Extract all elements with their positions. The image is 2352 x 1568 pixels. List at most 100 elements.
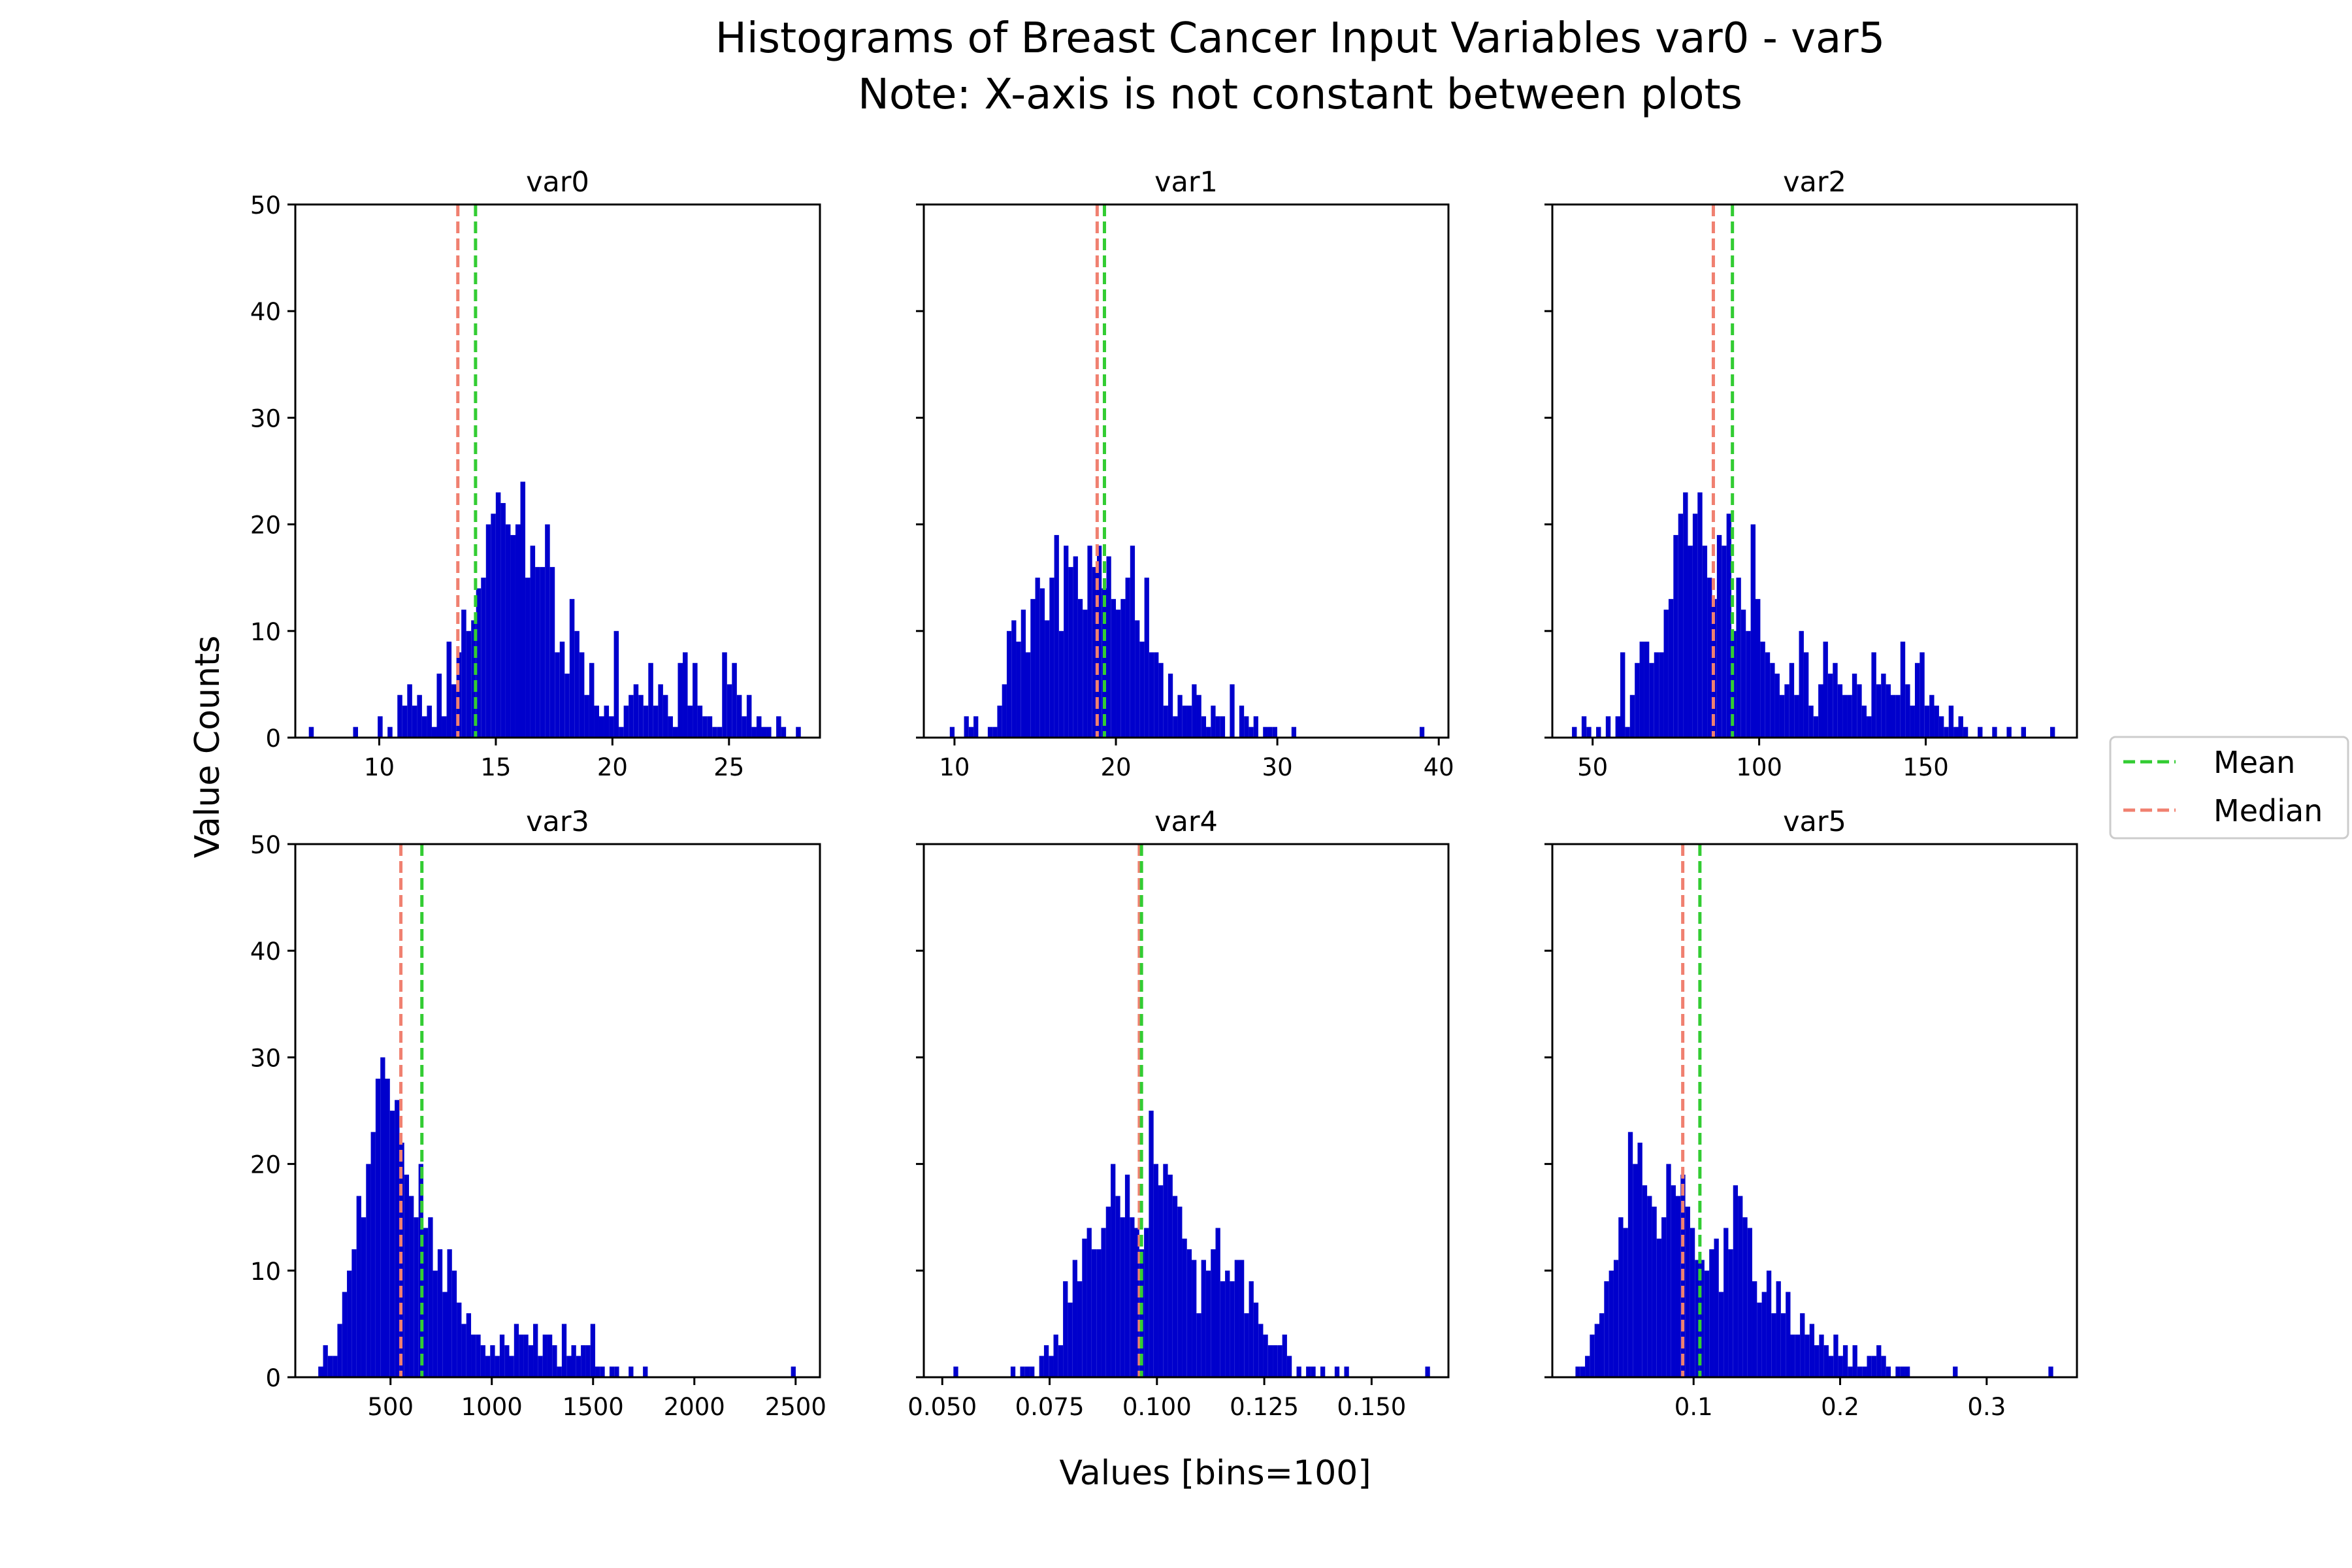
histogram-bar xyxy=(1900,642,1906,738)
histogram-bar xyxy=(1087,546,1092,738)
histogram-bar xyxy=(756,716,762,738)
histogram-bar xyxy=(1726,514,1732,738)
histogram-bar xyxy=(1263,727,1268,738)
histogram-bar xyxy=(638,694,644,738)
histogram-bar xyxy=(1002,684,1007,738)
histogram-bar xyxy=(318,1366,323,1377)
histogram-bar xyxy=(1833,662,1838,738)
histogram-bars xyxy=(1572,492,2055,738)
histogram-bar xyxy=(395,1100,400,1377)
histogram-bar xyxy=(1938,716,1944,738)
histogram-bar xyxy=(1239,1260,1245,1377)
x-tick-label: 150 xyxy=(1903,753,1949,781)
histogram-bar xyxy=(366,1164,371,1377)
histogram-bar xyxy=(442,1292,448,1377)
histogram-bar xyxy=(471,1334,476,1377)
histogram-bar xyxy=(1096,1249,1102,1377)
histogram-bar xyxy=(1211,1249,1216,1377)
histogram-bar xyxy=(380,1057,385,1377)
plot-frame xyxy=(923,203,1450,739)
histogram-bar xyxy=(1120,598,1126,738)
histogram-bar xyxy=(1158,662,1164,738)
histogram-bar xyxy=(623,706,629,738)
histogram-bar xyxy=(1707,578,1712,738)
histogram-bar xyxy=(1020,1366,1025,1377)
histogram-bar xyxy=(1220,716,1226,738)
x-tick-label: 0.100 xyxy=(1122,1393,1192,1421)
histogram-bar xyxy=(766,727,772,738)
histogram-bar xyxy=(1823,642,1828,738)
histogram-bar xyxy=(1847,694,1852,738)
histogram-bar xyxy=(1594,1324,1599,1377)
histogram-bar xyxy=(1263,1334,1268,1377)
x-tick-label: 0.075 xyxy=(1015,1393,1085,1421)
histogram-bar xyxy=(1714,1238,1719,1377)
histogram-bar xyxy=(1130,546,1135,738)
histogram-bar xyxy=(1934,706,1939,738)
histogram-bar xyxy=(533,1324,538,1377)
histogram-bar xyxy=(327,1356,333,1377)
histogram-bar xyxy=(370,1132,376,1377)
histogram-bar xyxy=(559,642,565,738)
histogram-bar xyxy=(456,652,462,738)
histogram-bar xyxy=(1752,1281,1757,1377)
histogram-bar xyxy=(1695,1260,1700,1377)
histogram-bar xyxy=(722,652,727,738)
histogram-bar xyxy=(1688,546,1693,738)
histogram-bar xyxy=(1895,694,1901,738)
histogram-bar xyxy=(476,1334,481,1377)
histogram-bar xyxy=(1697,492,1703,738)
histogram-bar xyxy=(1053,1334,1058,1377)
histogram-bar xyxy=(1130,1217,1135,1377)
histogram-bar xyxy=(461,610,466,738)
histogram-bars xyxy=(318,1057,796,1377)
histogram-bar xyxy=(1077,1281,1083,1377)
y-tick-label: 0 xyxy=(265,1364,281,1392)
histogram-bar xyxy=(1958,716,1963,738)
histogram-bar xyxy=(1234,1260,1239,1377)
histogram-bar xyxy=(528,1345,534,1377)
x-tick-label: 0.050 xyxy=(907,1393,977,1421)
histogram-bar xyxy=(437,1249,443,1377)
histogram-bar xyxy=(557,1366,562,1377)
histogram-bar xyxy=(648,662,653,738)
histogram-bar xyxy=(1671,1185,1676,1377)
histogram-bar xyxy=(761,727,767,738)
histogram-bar xyxy=(2021,727,2026,738)
histogram-bar xyxy=(1230,1281,1235,1377)
histogram-bar xyxy=(466,630,472,738)
histogram-bar xyxy=(1738,1196,1743,1377)
histogram-bar xyxy=(1800,1313,1805,1377)
histogram-bar xyxy=(1024,1366,1030,1377)
histogram-bars xyxy=(949,534,1425,738)
histogram-bar xyxy=(515,524,521,738)
histogram-bar xyxy=(796,727,801,738)
histogram-bar xyxy=(1244,716,1249,738)
histogram-bar xyxy=(1306,1366,1311,1377)
histogram-bar xyxy=(308,727,314,738)
histogram-bar xyxy=(1886,1366,1891,1377)
y-tick-label: 30 xyxy=(250,1044,281,1072)
histogram-bar xyxy=(1068,566,1073,738)
subplot-var1: var1 10 20 30 40 xyxy=(916,166,1454,781)
histogram-bar xyxy=(614,1366,619,1377)
histogram-bar xyxy=(1867,716,1872,738)
histogram-bar xyxy=(1808,706,1814,738)
histogram-bar xyxy=(693,662,698,738)
histogram-bar xyxy=(653,706,659,738)
histogram-bar xyxy=(409,1196,414,1377)
histogram-bar xyxy=(1818,684,1823,738)
histogram-bar xyxy=(1857,1366,1863,1377)
histogram-bar xyxy=(1857,684,1862,738)
histogram-bar xyxy=(1344,1366,1349,1377)
histogram-bar xyxy=(1101,1228,1106,1377)
histogram-bar xyxy=(1647,1196,1652,1377)
histogram-bar xyxy=(485,524,491,738)
histogram-bar xyxy=(1848,1366,1853,1377)
histogram-bar xyxy=(585,1345,591,1377)
histogram-bar xyxy=(1852,1345,1857,1377)
histogram-bar xyxy=(1656,1238,1662,1377)
histogram-bar xyxy=(1905,684,1910,738)
histogram-bar xyxy=(1718,1292,1724,1377)
histogram-bar xyxy=(1144,578,1149,738)
